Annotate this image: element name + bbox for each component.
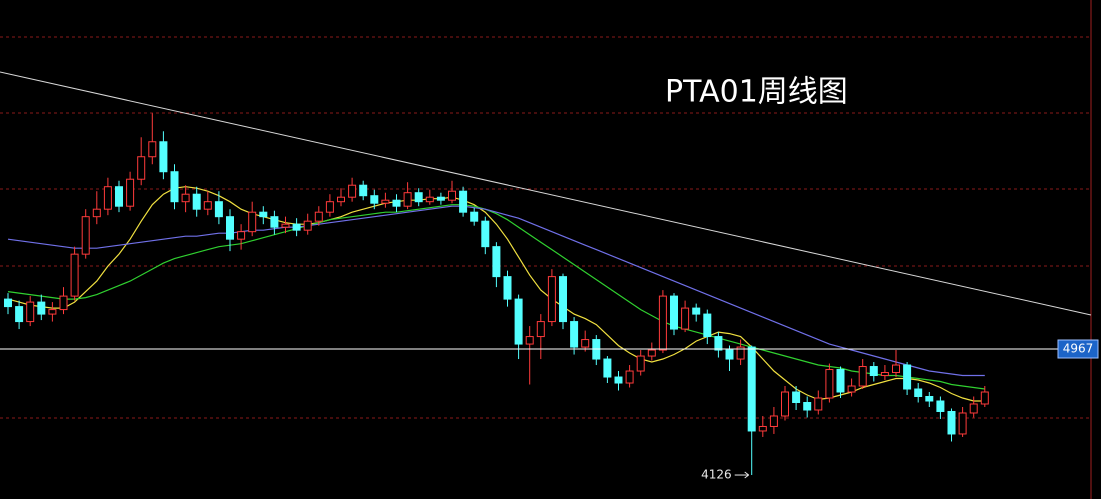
candle-body — [81, 216, 90, 255]
candle-body — [226, 216, 234, 240]
candle-body — [547, 276, 556, 323]
candle-body — [836, 369, 845, 393]
candle-body — [436, 196, 445, 201]
candle-body — [958, 412, 967, 435]
candle-body — [459, 190, 468, 213]
candle-body — [203, 201, 212, 210]
candle-body — [792, 391, 801, 403]
candle-body — [325, 201, 334, 213]
chart-title: PTA01周线图 — [665, 75, 848, 110]
candle-body — [880, 372, 889, 377]
candle-body — [137, 156, 146, 180]
candle-body — [70, 253, 79, 297]
candle-body — [392, 199, 401, 207]
candle-body — [869, 366, 878, 377]
candle-body — [159, 141, 168, 173]
candle-body — [736, 346, 745, 360]
candle-body — [714, 336, 723, 351]
candle-body — [947, 410, 956, 435]
candle-body — [481, 220, 490, 248]
candle-body — [514, 298, 523, 345]
candle-body — [281, 223, 290, 228]
candle-body — [914, 388, 923, 398]
candle-body — [614, 376, 623, 384]
candle-body — [192, 193, 201, 210]
candle-body — [59, 295, 68, 311]
candle-body — [769, 415, 778, 427]
candle-body — [126, 178, 135, 207]
grid — [0, 36, 1091, 419]
candle-body — [781, 391, 789, 417]
candle-body — [337, 196, 345, 203]
candle-body — [370, 195, 379, 204]
candle-body — [292, 223, 301, 231]
low-label: 4126 — [701, 468, 732, 482]
candle-body — [248, 211, 257, 233]
candle-body — [103, 186, 112, 210]
candle-body — [148, 141, 157, 158]
candle-body — [303, 220, 312, 231]
candle-body — [448, 190, 456, 201]
candle-body — [658, 295, 667, 351]
low-arrow-head — [744, 471, 749, 479]
candle-body — [48, 309, 57, 315]
price-label: 4967 — [1063, 342, 1094, 356]
candle-body — [625, 370, 634, 384]
candle-body — [980, 391, 989, 405]
candle-body — [414, 192, 423, 203]
candle-body — [747, 346, 756, 432]
candle-body — [115, 186, 123, 207]
candle-body — [936, 400, 945, 412]
candle-body — [847, 385, 856, 393]
candle-body — [825, 369, 834, 399]
candle-body — [403, 192, 412, 207]
candle-body — [270, 216, 279, 228]
candle-body — [470, 211, 479, 222]
candle-body — [381, 199, 390, 204]
candle-body — [15, 306, 24, 323]
candle-body — [359, 184, 368, 197]
candle-body — [237, 231, 246, 240]
candle-body — [703, 313, 712, 338]
candle-body — [92, 208, 101, 218]
candle-body — [692, 307, 701, 315]
candle-body — [758, 425, 767, 432]
candle-body — [570, 321, 579, 348]
price-label-box — [1057, 339, 1099, 359]
candle-body — [803, 401, 812, 411]
candle-body — [603, 358, 612, 378]
candle-body — [670, 295, 678, 330]
ma-line — [7, 205, 985, 377]
candle-body — [170, 171, 179, 203]
candle-body — [26, 301, 35, 323]
candle-body — [4, 298, 12, 308]
candle-body — [581, 339, 590, 348]
candle-body — [725, 349, 734, 360]
candle-body — [814, 397, 823, 411]
candle-body — [681, 307, 690, 330]
candle-body — [259, 211, 268, 218]
candle-body — [858, 366, 867, 387]
candle-body — [892, 364, 900, 374]
candle-body — [214, 201, 223, 218]
candle-body — [559, 276, 567, 323]
candle-body — [636, 355, 645, 372]
candle-body — [503, 276, 512, 300]
ma-line — [7, 204, 985, 390]
candle-body — [969, 403, 978, 414]
candle-body — [348, 184, 357, 198]
candle-body — [925, 396, 934, 402]
candle-body — [181, 193, 190, 203]
candle-body — [647, 349, 656, 357]
candle-body — [903, 364, 912, 390]
candle-body — [314, 211, 323, 222]
candle-body — [536, 321, 545, 338]
candle-body — [425, 196, 434, 203]
candle-body — [37, 301, 46, 315]
trend-line — [0, 71, 1092, 316]
candle-body — [492, 246, 501, 278]
candle-body — [525, 336, 534, 345]
